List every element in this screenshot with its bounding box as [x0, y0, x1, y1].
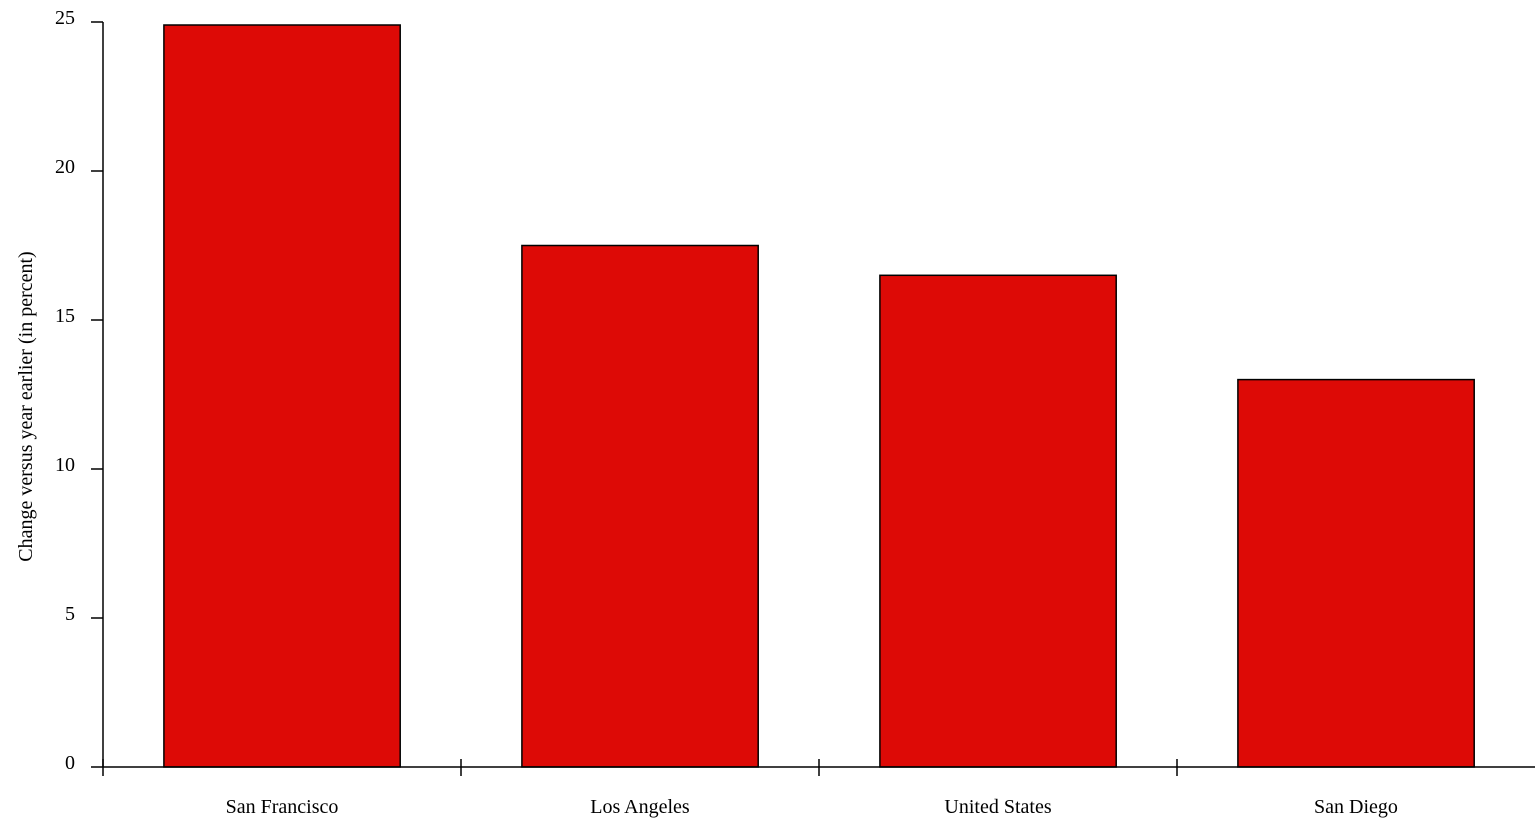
bars-group	[163, 24, 1475, 768]
bar-san-diego	[1237, 378, 1475, 768]
x-tick-label: Los Angeles	[590, 796, 690, 818]
bar-los-angeles	[521, 244, 759, 768]
bar-san-francisco	[163, 24, 401, 768]
y-axis-title: Change versus year earlier (in percent)	[15, 251, 37, 561]
x-tick-label: San Diego	[1314, 796, 1398, 818]
x-axis: San Francisco Los Angeles United States San…	[102, 759, 1535, 818]
x-tick-label: San Francisco	[226, 796, 339, 818]
y-tick-label: 5	[65, 603, 75, 625]
y-tick-label: 20	[55, 156, 75, 178]
y-tick-label: 0	[65, 752, 75, 774]
y-tick-label: 25	[55, 7, 75, 29]
x-tick-label: United States	[944, 796, 1051, 818]
bar-united-states	[879, 274, 1117, 768]
y-axis: 0 5 10 15 20 25	[55, 7, 104, 774]
y-tick-label: 15	[55, 305, 75, 327]
y-tick-label: 10	[55, 454, 75, 476]
